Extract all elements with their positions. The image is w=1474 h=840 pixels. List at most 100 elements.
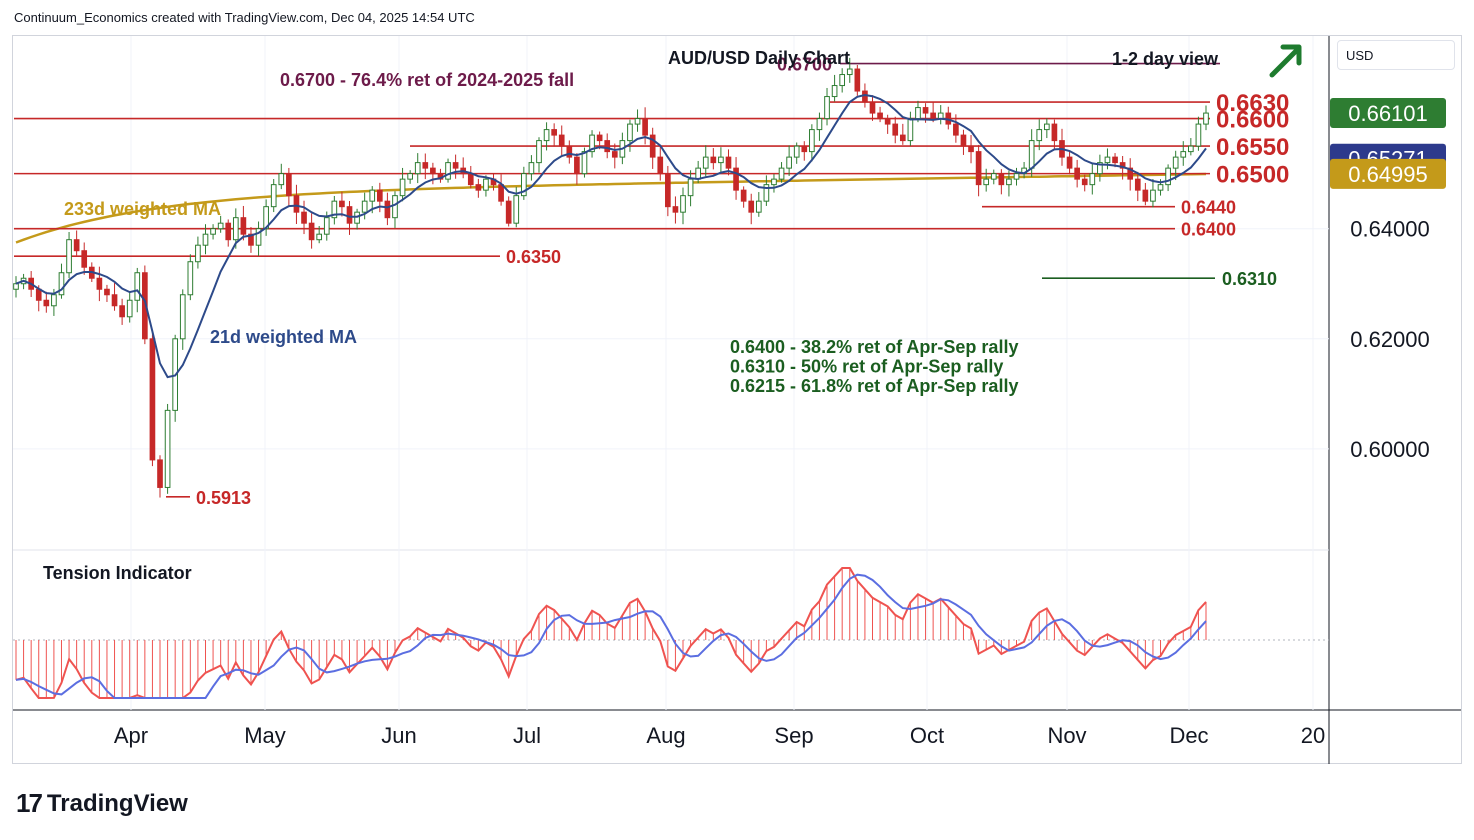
- candle-body: [1043, 123, 1050, 131]
- candle: [430, 162, 436, 185]
- candle: [301, 200, 307, 235]
- candle: [407, 170, 413, 184]
- candle: [786, 145, 792, 176]
- candle: [1081, 174, 1088, 192]
- candle: [467, 165, 474, 189]
- candle-body: [43, 299, 50, 307]
- candle: [604, 133, 611, 159]
- indicator-fast-line: [15, 567, 1207, 699]
- candle-body: [505, 200, 512, 224]
- candle-body: [35, 288, 42, 301]
- candle-body: [536, 140, 542, 164]
- candle-body: [399, 178, 406, 197]
- candle-body: [975, 151, 982, 186]
- candle-body: [1066, 156, 1073, 169]
- candle-body: [369, 189, 376, 202]
- y-tick-label: 0.60000: [1350, 437, 1430, 462]
- tradingview-mark-icon: 17: [16, 788, 43, 818]
- candle-body: [816, 118, 823, 131]
- price-badge-bg: [1330, 158, 1446, 189]
- chart-title: AUD/USD Daily Chart: [668, 48, 850, 68]
- candle: [217, 215, 224, 233]
- candle-body: [414, 162, 421, 175]
- candle-body: [1013, 173, 1020, 180]
- candle-body: [710, 156, 717, 164]
- candle-body: [604, 140, 611, 153]
- candle-body: [649, 134, 656, 158]
- candle-body: [1203, 112, 1209, 125]
- candle: [278, 163, 285, 190]
- y-tick-label: 0.62000: [1350, 327, 1430, 352]
- candle: [672, 196, 679, 224]
- candle: [824, 87, 830, 126]
- candle-body: [81, 250, 88, 268]
- candle: [505, 196, 512, 227]
- x-axis: Apr May Jun Jul Aug Sep Oct Nov Dec 20: [114, 723, 1325, 748]
- candle: [1013, 167, 1020, 186]
- candle: [384, 192, 391, 226]
- candle: [1172, 150, 1179, 181]
- candle: [649, 127, 656, 169]
- candle: [733, 157, 739, 200]
- level-label: 0.6600: [1216, 107, 1289, 134]
- candle-body: [1134, 178, 1141, 191]
- candle-body: [232, 217, 239, 241]
- candle: [899, 123, 906, 145]
- candle: [975, 144, 982, 197]
- candle-body: [13, 283, 19, 290]
- candle: [126, 291, 133, 323]
- candle: [520, 166, 527, 200]
- candle-body: [892, 123, 899, 136]
- ma-233-line: [15, 172, 1207, 244]
- candle: [574, 153, 580, 185]
- retracement-note: 0.6700 - 76.4% ret of 2024-2025 fall: [280, 70, 574, 90]
- candle-body: [58, 272, 65, 296]
- candle: [968, 134, 974, 164]
- x-tick-label: Oct: [910, 723, 944, 748]
- candle: [930, 102, 936, 123]
- candle: [346, 201, 353, 235]
- candle-body: [702, 156, 709, 169]
- candle: [702, 145, 709, 177]
- candle-body: [361, 200, 368, 213]
- candle: [1150, 179, 1156, 208]
- candle-body: [149, 338, 156, 461]
- candle: [331, 195, 338, 225]
- candle: [869, 95, 876, 121]
- candle: [854, 64, 861, 96]
- candle-body: [528, 162, 535, 175]
- candle-body: [1142, 189, 1149, 202]
- candle-body: [346, 206, 353, 224]
- candle: [316, 226, 323, 244]
- tradingview-logo[interactable]: 17 TradingView: [16, 788, 188, 819]
- candle: [740, 186, 747, 208]
- candle-body: [1188, 145, 1194, 153]
- candle-body: [831, 85, 838, 98]
- candle-body: [1006, 178, 1012, 186]
- candle: [960, 129, 967, 155]
- candle-body: [66, 239, 72, 274]
- candle-body: [323, 217, 330, 235]
- candle: [551, 123, 557, 147]
- candle: [293, 184, 300, 225]
- currency-label[interactable]: USD: [1337, 40, 1455, 70]
- level-label: 0.6550: [1216, 134, 1289, 161]
- candle-body: [718, 156, 724, 164]
- candle: [475, 178, 482, 198]
- level-label: 0.6400: [1181, 220, 1236, 240]
- candle-body: [270, 184, 277, 208]
- candle: [195, 236, 201, 269]
- candle-body: [725, 156, 732, 169]
- candle: [877, 106, 883, 123]
- candle: [846, 57, 853, 83]
- candle: [445, 158, 451, 183]
- fib-note: 0.6310 - 50% ret of Apr-Sep rally: [730, 357, 1003, 377]
- candle-body: [846, 68, 853, 76]
- candle: [801, 141, 808, 161]
- candle: [755, 192, 762, 217]
- candle-body: [877, 112, 883, 120]
- candle-body: [1150, 189, 1156, 202]
- candle: [937, 105, 944, 125]
- candle: [680, 187, 686, 225]
